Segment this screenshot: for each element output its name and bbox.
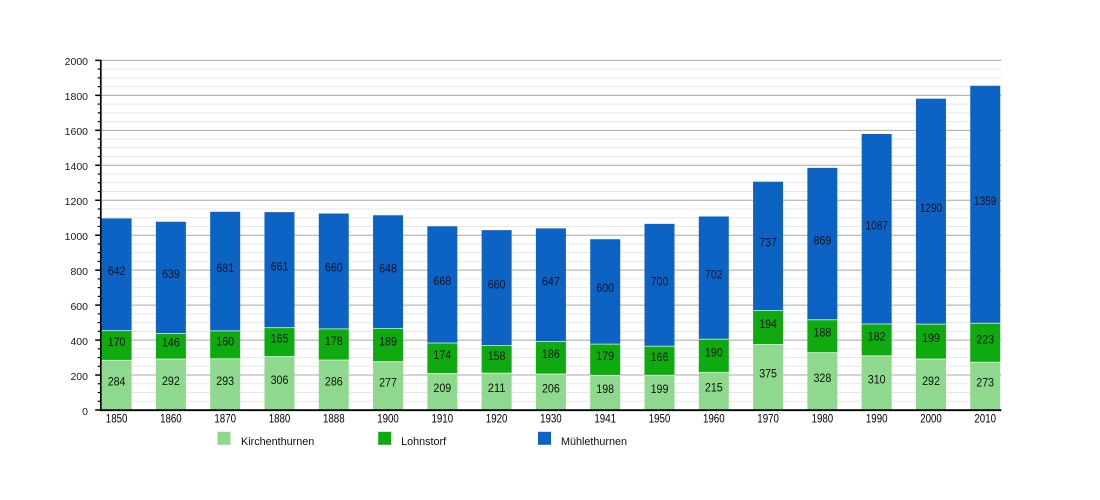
svg-text:800: 800	[70, 266, 88, 278]
svg-text:1400: 1400	[65, 161, 89, 173]
svg-text:310: 310	[868, 372, 886, 386]
svg-text:647: 647	[542, 274, 560, 288]
svg-text:188: 188	[814, 326, 832, 340]
svg-text:284: 284	[108, 375, 126, 389]
svg-text:1950: 1950	[649, 412, 671, 426]
svg-text:277: 277	[379, 375, 397, 389]
svg-text:170: 170	[108, 335, 126, 349]
svg-text:2010: 2010	[974, 412, 996, 426]
svg-text:1600: 1600	[65, 126, 89, 138]
svg-text:660: 660	[325, 261, 343, 275]
svg-text:1290: 1290	[920, 201, 942, 215]
svg-text:1970: 1970	[757, 412, 779, 426]
svg-text:737: 737	[759, 236, 777, 250]
svg-text:1000: 1000	[65, 231, 89, 243]
svg-text:211: 211	[488, 381, 506, 395]
svg-text:1800: 1800	[65, 91, 89, 103]
svg-text:1870: 1870	[214, 412, 236, 426]
svg-text:375: 375	[759, 367, 777, 381]
svg-text:0: 0	[82, 406, 88, 418]
svg-text:400: 400	[70, 336, 88, 348]
svg-text:293: 293	[216, 374, 234, 388]
svg-text:182: 182	[868, 329, 886, 343]
svg-text:328: 328	[814, 371, 832, 385]
svg-text:223: 223	[976, 332, 994, 346]
svg-text:190: 190	[705, 345, 723, 359]
svg-text:199: 199	[651, 382, 669, 396]
svg-text:Lohnstorf: Lohnstorf	[401, 436, 447, 448]
svg-text:1941: 1941	[594, 412, 616, 426]
svg-text:198: 198	[596, 382, 614, 396]
svg-text:1900: 1900	[377, 412, 399, 426]
svg-text:681: 681	[216, 261, 234, 275]
svg-text:600: 600	[596, 281, 614, 295]
svg-text:215: 215	[705, 381, 723, 395]
svg-text:273: 273	[976, 376, 994, 390]
svg-text:200: 200	[70, 371, 88, 383]
svg-text:Mühlethurnen: Mühlethurnen	[561, 436, 627, 448]
svg-text:1888: 1888	[323, 412, 345, 426]
svg-text:158: 158	[488, 349, 506, 363]
svg-text:869: 869	[814, 233, 832, 247]
svg-text:Kirchenthurnen: Kirchenthurnen	[241, 436, 314, 448]
svg-text:178: 178	[325, 334, 343, 348]
svg-text:166: 166	[651, 350, 669, 364]
svg-text:1980: 1980	[812, 412, 834, 426]
svg-text:668: 668	[433, 274, 451, 288]
svg-text:160: 160	[216, 334, 234, 348]
svg-text:1880: 1880	[269, 412, 291, 426]
svg-text:2000: 2000	[920, 412, 942, 426]
svg-text:1860: 1860	[160, 412, 182, 426]
svg-text:165: 165	[271, 332, 289, 346]
svg-text:661: 661	[271, 259, 289, 273]
svg-text:286: 286	[325, 375, 343, 389]
svg-text:600: 600	[70, 301, 88, 313]
svg-text:146: 146	[162, 336, 180, 350]
svg-text:306: 306	[271, 373, 289, 387]
svg-text:648: 648	[379, 261, 397, 275]
svg-text:1359: 1359	[974, 194, 996, 208]
svg-text:292: 292	[922, 374, 940, 388]
svg-text:1850: 1850	[106, 412, 128, 426]
svg-text:174: 174	[433, 348, 451, 362]
svg-text:292: 292	[162, 374, 180, 388]
svg-text:1910: 1910	[432, 412, 454, 426]
svg-text:189: 189	[379, 335, 397, 349]
svg-text:2000: 2000	[65, 56, 89, 68]
svg-text:1960: 1960	[703, 412, 725, 426]
svg-text:194: 194	[759, 317, 777, 331]
svg-text:199: 199	[922, 331, 940, 345]
svg-text:1087: 1087	[866, 219, 888, 233]
svg-text:639: 639	[162, 267, 180, 281]
svg-text:1920: 1920	[486, 412, 508, 426]
svg-text:206: 206	[542, 382, 560, 396]
svg-text:1990: 1990	[866, 412, 888, 426]
svg-text:700: 700	[651, 275, 669, 289]
svg-text:660: 660	[488, 277, 506, 291]
svg-text:186: 186	[542, 347, 560, 361]
svg-text:642: 642	[108, 264, 126, 278]
svg-text:1930: 1930	[540, 412, 562, 426]
svg-text:1200: 1200	[65, 196, 89, 208]
svg-text:209: 209	[433, 381, 451, 395]
svg-text:179: 179	[596, 349, 614, 363]
svg-text:702: 702	[705, 267, 723, 281]
